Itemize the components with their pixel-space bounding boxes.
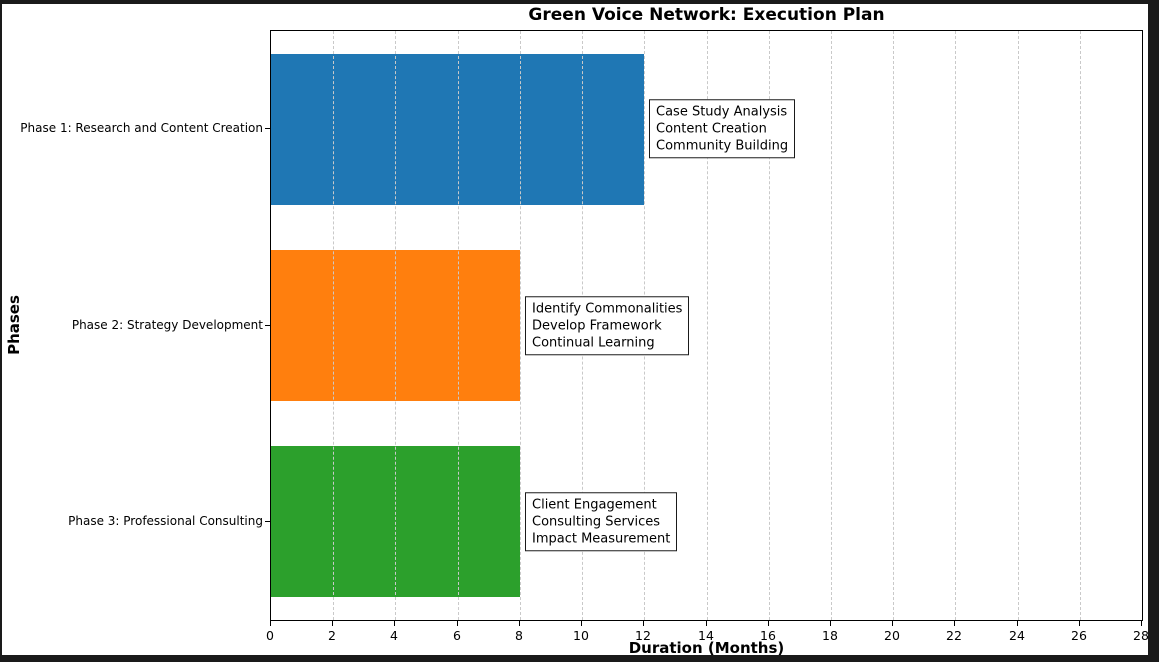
gridline-x-22 xyxy=(955,31,956,620)
annotation-line: Develop Framework xyxy=(532,318,662,334)
x-tick-mark-14 xyxy=(706,621,707,626)
x-tick-label-6: 6 xyxy=(453,628,461,643)
x-tick-label-8: 8 xyxy=(515,628,523,643)
gridline-x-2 xyxy=(333,31,334,620)
y-tick-mark-1 xyxy=(265,128,270,129)
figure-border-bottom xyxy=(0,655,1159,662)
x-tick-mark-6 xyxy=(457,621,458,626)
x-tick-label-0: 0 xyxy=(266,628,274,643)
annotation-line: Client Engagement xyxy=(532,497,657,513)
annotation-line: Content Creation xyxy=(656,121,767,137)
x-tick-label-16: 16 xyxy=(760,628,776,643)
figure-border-right xyxy=(1148,0,1159,662)
x-tick-mark-22 xyxy=(954,621,955,626)
annotation-line: Consulting Services xyxy=(532,514,661,530)
x-tick-label-20: 20 xyxy=(884,628,900,643)
figure-border-left xyxy=(0,0,2,662)
gridline-x-6 xyxy=(458,31,459,620)
x-tick-mark-0 xyxy=(270,621,271,626)
x-tick-label-26: 26 xyxy=(1071,628,1087,643)
x-tick-label-10: 10 xyxy=(573,628,589,643)
y-tick-label-phase-3: Phase 3: Professional Consulting xyxy=(68,514,263,528)
x-tick-label-14: 14 xyxy=(698,628,714,643)
annotation-line: Case Study Analysis xyxy=(656,104,788,120)
x-tick-label-2: 2 xyxy=(328,628,336,643)
x-tick-label-28: 28 xyxy=(1133,628,1149,643)
y-axis-label: Phases xyxy=(5,295,23,355)
annotation-phase-2: Identify Commonalities Develop Framework C… xyxy=(525,296,690,356)
gridline-x-20 xyxy=(893,31,894,620)
annotation-line: Impact Measurement xyxy=(532,531,671,547)
x-tick-label-22: 22 xyxy=(946,628,962,643)
x-tick-mark-16 xyxy=(768,621,769,626)
x-tick-label-4: 4 xyxy=(390,628,398,643)
x-tick-mark-18 xyxy=(830,621,831,626)
x-axis-label: Duration (Months) xyxy=(628,639,785,657)
y-tick-label-phase-2: Phase 2: Strategy Development xyxy=(71,318,263,332)
y-tick-mark-2 xyxy=(265,325,270,326)
y-tick-mark-3 xyxy=(265,521,270,522)
x-tick-label-24: 24 xyxy=(1009,628,1025,643)
figure-border-top xyxy=(0,0,1159,4)
gridline-x-4 xyxy=(395,31,396,620)
chart-title: Green Voice Network: Execution Plan xyxy=(528,5,885,25)
x-tick-label-12: 12 xyxy=(635,628,651,643)
y-tick-label-phase-1: Phase 1: Research and Content Creation xyxy=(20,121,263,135)
x-tick-mark-4 xyxy=(394,621,395,626)
annotation-phase-1: Case Study Analysis Content Creation Commu… xyxy=(649,99,796,159)
x-tick-mark-24 xyxy=(1017,621,1018,626)
annotation-line: Community Building xyxy=(656,138,789,154)
annotation-line: Identify Commonalities xyxy=(532,301,683,317)
gridline-x-8 xyxy=(520,31,521,620)
x-tick-mark-20 xyxy=(892,621,893,626)
gridline-x-24 xyxy=(1018,31,1019,620)
gridline-x-18 xyxy=(831,31,832,620)
gridline-x-26 xyxy=(1080,31,1081,620)
gridline-x-16 xyxy=(769,31,770,620)
x-tick-mark-8 xyxy=(519,621,520,626)
x-tick-mark-12 xyxy=(643,621,644,626)
gridline-x-14 xyxy=(707,31,708,620)
x-tick-label-18: 18 xyxy=(822,628,838,643)
x-tick-mark-28 xyxy=(1141,621,1142,626)
plot-area: Case Study Analysis Content Creation Commu… xyxy=(270,30,1143,621)
annotation-line: Continual Learning xyxy=(532,335,655,351)
x-tick-mark-10 xyxy=(581,621,582,626)
x-tick-mark-26 xyxy=(1079,621,1080,626)
x-tick-mark-2 xyxy=(332,621,333,626)
annotation-phase-3: Client Engagement Consulting Services Impa… xyxy=(525,492,678,552)
